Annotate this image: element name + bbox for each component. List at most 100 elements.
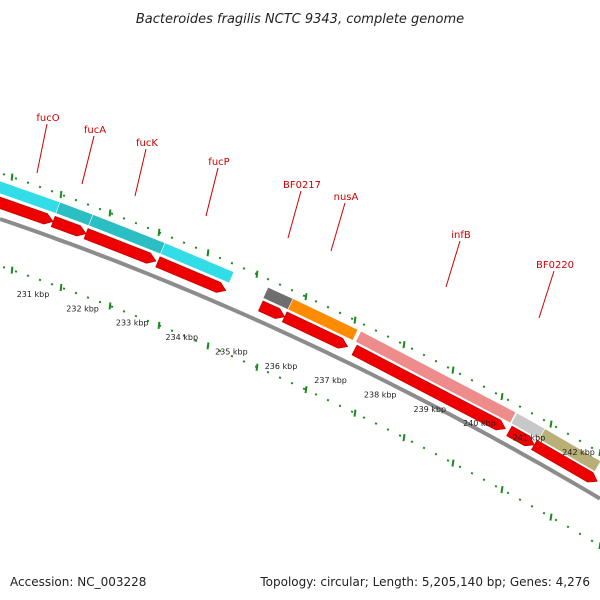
ruler-lower-dot	[398, 434, 402, 437]
cds-arrow	[0, 196, 54, 225]
kbp-label: 232 kbp	[66, 304, 99, 313]
ruler-upper-dot	[434, 359, 438, 363]
ruler-upper-dot	[518, 405, 522, 408]
ruler-lower-dot	[314, 393, 318, 396]
ruler-upper-dot	[266, 277, 270, 281]
ruler-upper-major-tick	[598, 448, 600, 457]
genome-summary-text: Topology: circular; Length: 5,205,140 bp…	[259, 575, 590, 589]
gene-labels: fucO fucA fucK fucP BF0217 nusA infB BF0220	[36, 113, 574, 319]
ruler-lower-major-tick	[500, 485, 504, 494]
ruler-upper-dot	[14, 177, 18, 180]
ruler-lower-dot	[170, 329, 174, 332]
ruler-upper-dot	[314, 300, 318, 303]
genome-backbone	[0, 217, 600, 501]
ruler-upper-dot	[446, 366, 450, 369]
ruler-lower-dot	[350, 410, 354, 414]
ruler-lower-dot	[482, 478, 486, 482]
cds-arrow	[351, 344, 506, 431]
kbp-label: 235 kbp	[215, 347, 248, 356]
gene-label-fuco: fucO	[36, 113, 59, 124]
kbp-label: 238 kbp	[364, 390, 397, 399]
ruler-lower-major-tick	[108, 302, 112, 310]
ruler-lower-dot	[26, 274, 30, 277]
ruler-lower-dot	[554, 518, 558, 522]
ruler-upper-dot	[470, 378, 474, 382]
gene-leader-line	[538, 270, 555, 319]
ruler-lower-dot	[182, 334, 186, 337]
ruler-lower-dot	[590, 539, 594, 543]
ruler-upper-dot	[338, 311, 342, 315]
ruler-lower-major-tick	[157, 321, 161, 329]
ruler-upper-major-tick	[10, 173, 14, 181]
kbp-label: 237 kbp	[314, 376, 347, 385]
ruler-lower-major-tick	[206, 342, 210, 350]
ruler-upper-dot	[182, 241, 186, 244]
ruler-upper-dot	[290, 288, 294, 292]
gene-bar-infb	[355, 330, 517, 424]
cds-arrow	[155, 256, 227, 293]
ruler-upper-dot	[74, 198, 78, 202]
ruler-upper-major-tick	[353, 316, 357, 324]
ruler-upper-dot	[230, 261, 234, 265]
ruler-lower-dot	[530, 504, 534, 508]
ruler-lower-dot	[374, 422, 378, 425]
ruler-lower-major-tick	[255, 363, 259, 371]
ruler-lower-dot	[362, 416, 366, 419]
gene-leader-line	[330, 202, 346, 252]
ruler-upper-major-tick	[451, 366, 455, 374]
ruler-lower-dot	[230, 354, 234, 358]
ruler-upper-dot	[278, 283, 282, 286]
ruler-upper-dot	[326, 305, 330, 309]
gene-leader-line	[36, 123, 48, 174]
gene-label-infb: infB	[451, 230, 471, 241]
ruler-upper-dot	[302, 294, 306, 298]
ruler-lower-dot	[278, 376, 282, 379]
ruler-lower-major-tick	[10, 266, 14, 274]
ruler-lower-dot	[410, 440, 414, 444]
ruler-upper-dot	[554, 425, 558, 429]
ruler-lower-dot	[38, 278, 42, 282]
ruler-upper-dot	[38, 185, 42, 189]
ruler-lower-dot	[494, 484, 498, 488]
ruler-lower-dot	[326, 398, 330, 402]
gene-label-fuck: fucK	[136, 138, 158, 149]
ruler-upper-major-tick	[402, 341, 406, 349]
ruler-lower-dot	[302, 387, 306, 391]
ruler-upper-dot	[86, 203, 90, 206]
gene-bar-fucp	[159, 242, 235, 284]
ruler-lower-dot	[470, 471, 474, 475]
ruler-upper-major-tick	[108, 209, 112, 217]
cds-arrow	[258, 300, 286, 319]
ruler-upper-dot	[242, 267, 246, 270]
gene-bar-nusa	[287, 298, 359, 341]
ruler-upper-dot	[98, 207, 102, 211]
ruler-lower-major-tick	[451, 459, 455, 467]
ruler-upper-dot	[110, 212, 114, 216]
ruler-lower-dot	[422, 446, 426, 450]
ruler-upper-major-tick	[549, 420, 553, 428]
cds-arrow	[531, 439, 598, 483]
ruler-upper-major-tick	[206, 249, 210, 257]
ruler-upper-major-tick	[304, 293, 308, 301]
gene-leader-line	[134, 148, 147, 197]
ruler-lower-dot	[446, 459, 450, 462]
ruler-upper-dot	[482, 385, 486, 389]
kbp-label: 239 kbp	[413, 405, 446, 414]
ruler-upper-major-tick	[500, 392, 504, 401]
ruler-lower-dot	[578, 532, 582, 536]
ruler-lower-dot	[242, 360, 246, 363]
kbp-label: 242 kbp	[562, 448, 595, 457]
ruler-upper-major-tick	[157, 228, 161, 236]
ruler-lower-dot	[146, 319, 150, 323]
ruler-upper-dot	[578, 439, 582, 443]
gene-label-bf0217: BF0217	[283, 180, 321, 191]
ruler-upper-dot	[134, 221, 138, 225]
ruler-upper-dot	[590, 446, 594, 450]
ruler-lower-dot	[506, 491, 510, 495]
ruler-lower-dot	[86, 296, 90, 299]
ruler-lower-dot	[62, 287, 66, 290]
ruler-lower-dot	[338, 404, 342, 408]
ruler-upper-dot	[494, 391, 498, 395]
ruler-lower-dot	[194, 339, 198, 343]
ruler-lower-dot	[134, 314, 138, 318]
